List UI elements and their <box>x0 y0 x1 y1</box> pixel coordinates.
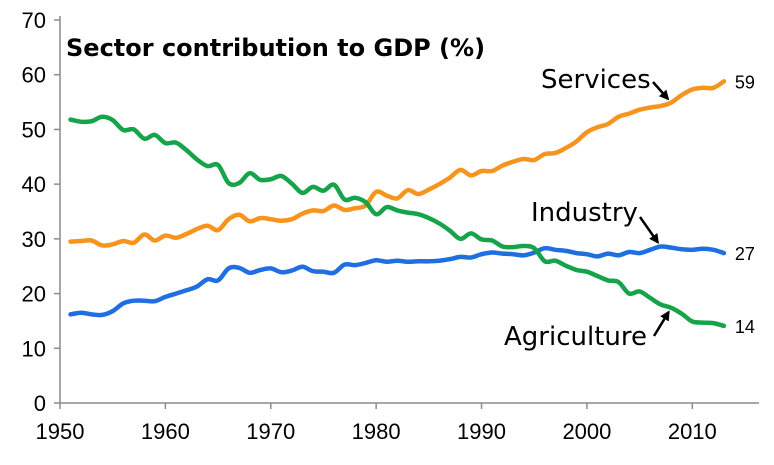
y-tick-label: 40 <box>22 172 46 197</box>
series-label-services: Services <box>541 65 651 95</box>
series-label-agriculture: Agriculture <box>504 322 647 352</box>
x-tick-label: 1980 <box>352 419 401 444</box>
annotations: 59 27 14 Services Industry Agriculture <box>504 65 755 352</box>
series-line-services <box>68 79 727 248</box>
series-line-industry <box>68 244 727 318</box>
y-tick-label: 60 <box>22 63 46 88</box>
x-tick-label: 1950 <box>36 419 85 444</box>
series-label-industry: Industry <box>531 198 638 228</box>
y-tick-label: 70 <box>22 8 46 33</box>
arrow-industry <box>638 216 659 245</box>
y-tick-label: 0 <box>34 391 46 416</box>
end-label-industry: 27 <box>735 244 755 264</box>
arrow-agriculture <box>652 310 670 337</box>
chart-title: Sector contribution to GDP (%) <box>66 34 485 62</box>
end-label-services: 59 <box>735 72 755 92</box>
x-tick-label: 2000 <box>562 419 611 444</box>
x-tick-label: 1970 <box>246 419 295 444</box>
axes <box>59 16 759 404</box>
x-tick-label: 2010 <box>668 419 717 444</box>
arrow-services <box>652 81 670 101</box>
series-lines <box>68 79 727 329</box>
x-axis-ticks: 1950 1960 1970 1980 1990 2000 2010 <box>36 403 717 444</box>
y-tick-label: 20 <box>22 282 46 307</box>
x-tick-label: 1960 <box>141 419 190 444</box>
end-label-agriculture: 14 <box>735 317 755 337</box>
x-tick-label: 1990 <box>457 419 506 444</box>
y-axis-ticks: 0 10 20 30 40 50 60 70 <box>22 8 60 416</box>
y-tick-label: 30 <box>22 227 46 252</box>
y-tick-label: 10 <box>22 336 46 361</box>
series-line-agriculture <box>68 114 727 329</box>
y-tick-label: 50 <box>22 117 46 142</box>
